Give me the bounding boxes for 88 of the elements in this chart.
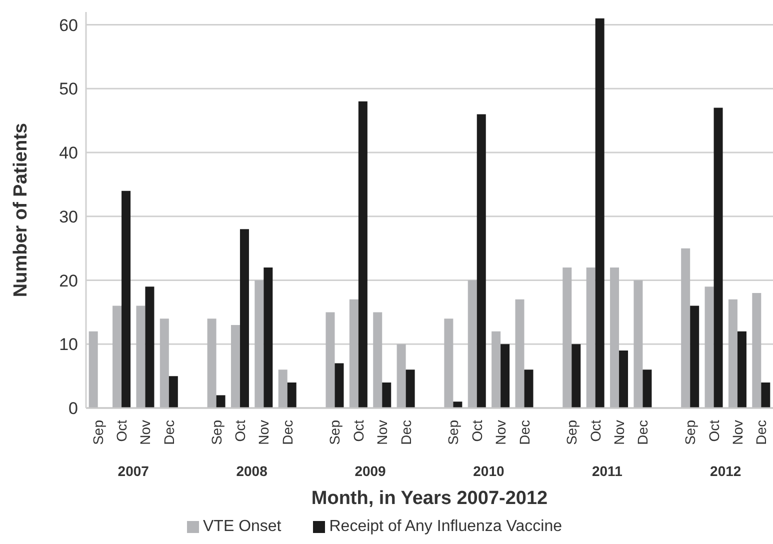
bar (230, 324, 240, 408)
x-tick-label: Sep (90, 420, 106, 445)
bar (278, 370, 288, 408)
bar (492, 331, 501, 408)
x-tick-label: Oct (587, 420, 604, 442)
bar (254, 280, 264, 408)
bar (334, 363, 344, 408)
bar (642, 370, 652, 408)
bar (326, 312, 335, 408)
bar (122, 190, 131, 408)
bar (468, 280, 477, 408)
x-tick-label: Sep (564, 420, 580, 445)
x-tick-label: Dec (279, 420, 296, 445)
y-tick-label: 30 (59, 207, 78, 226)
bar (572, 344, 581, 408)
text: 2012 (710, 463, 742, 479)
x-tick-label: Oct (232, 420, 248, 442)
x-tick-label: Nov (256, 420, 272, 445)
bar (619, 350, 628, 408)
bar (704, 286, 714, 408)
bar (586, 267, 596, 408)
y-tick-label: 20 (59, 271, 78, 290)
y-tick-label: 50 (59, 80, 78, 99)
bar (160, 318, 169, 408)
y-tick-label: 0 (68, 399, 78, 418)
text: 2007 (118, 463, 150, 479)
x-tick-label: Sep (326, 420, 343, 445)
bar (562, 267, 572, 408)
bar (145, 286, 154, 408)
x-tick-label: Nov (611, 420, 628, 445)
x-tick-label: Dec (160, 420, 177, 445)
legend-label: VTE Onset (203, 518, 282, 535)
bar (216, 395, 226, 408)
bar (168, 376, 178, 408)
bar (737, 331, 746, 408)
legend-label: Receipt of Any Influenza Vaccine (329, 518, 562, 535)
x-tick-label: Nov (729, 420, 746, 445)
bar (382, 382, 392, 408)
text: 2011 (592, 463, 623, 479)
text: 2008 (236, 463, 268, 479)
x-tick-label: Nov (492, 420, 509, 445)
y-tick-label: 60 (59, 16, 78, 35)
bar (444, 318, 454, 408)
bar (264, 267, 273, 408)
bar (240, 229, 249, 408)
x-tick-label: Dec (398, 420, 414, 445)
bar (406, 370, 415, 408)
x-tick-label: Nov (374, 420, 390, 445)
bar (681, 248, 690, 408)
bar (396, 344, 406, 408)
bar (349, 299, 358, 408)
bar (112, 306, 122, 408)
x-axis-title: Month, in Years 2007-2012 (311, 488, 548, 509)
bar (358, 101, 368, 408)
bar (728, 299, 738, 408)
bar (453, 402, 462, 408)
text: 2010 (473, 463, 505, 479)
bar (373, 312, 382, 408)
bar (476, 114, 486, 408)
x-tick-label: Oct (350, 420, 366, 442)
bar (500, 344, 510, 408)
bar (595, 18, 604, 408)
bar (634, 280, 643, 408)
bar (207, 318, 216, 408)
text: 2009 (354, 463, 386, 479)
bar (524, 370, 534, 408)
x-tick-label: Sep (445, 420, 462, 445)
bar (714, 108, 723, 408)
bar (690, 306, 700, 408)
bar (287, 382, 296, 408)
x-tick-label: Sep (682, 420, 698, 445)
x-tick-label: Oct (114, 420, 130, 442)
bar (515, 299, 524, 408)
x-tick-label: Oct (468, 420, 485, 442)
x-tick-label: Dec (516, 420, 532, 445)
x-tick-label: Dec (753, 420, 770, 445)
y-tick-label: 10 (59, 335, 78, 354)
bar (88, 331, 98, 408)
y-axis-title: Number of Patients (10, 122, 32, 298)
x-tick-label: Oct (706, 420, 722, 442)
bar (761, 382, 770, 408)
x-tick-label: Nov (137, 420, 154, 445)
bar (610, 267, 620, 408)
x-tick-label: Sep (208, 420, 224, 445)
bar (136, 306, 146, 408)
y-tick-label: 40 (59, 144, 78, 163)
bar (752, 293, 762, 408)
x-tick-label: Dec (634, 420, 651, 445)
